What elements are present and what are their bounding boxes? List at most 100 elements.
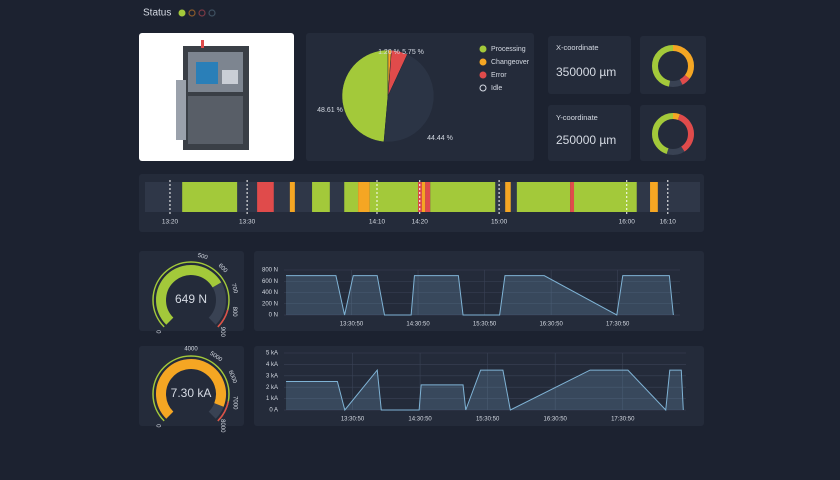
machine-side: [176, 80, 186, 140]
timeline-segment: [257, 182, 274, 212]
x-tick-label: 15:30:50: [473, 322, 497, 328]
y-tick-label: 800 N: [262, 268, 278, 274]
pie-slice: [383, 53, 435, 143]
machine-lower: [188, 96, 243, 144]
gauge-value-arc: [156, 265, 222, 325]
timeline-segment: [574, 182, 637, 212]
x-tick-label: 17:30:50: [611, 417, 635, 423]
status-title: Status: [143, 8, 171, 19]
gauge-value-arc: [156, 359, 226, 419]
coordinate-panel: [548, 105, 631, 161]
gauge-tick-label: 4000: [184, 347, 198, 353]
x-tick-label: 16:30:50: [544, 417, 568, 423]
y-tick-label: 400 N: [262, 290, 278, 296]
area-fill: [285, 275, 674, 315]
y-tick-label: 3 kA: [266, 373, 278, 379]
timeline-segment: [369, 182, 419, 212]
gauge-value-label: 7.30 kA: [171, 386, 212, 400]
y-tick-label: 2 kA: [266, 385, 278, 391]
gauge-value-label: 649 N: [175, 292, 207, 306]
timeline-segment: [182, 182, 238, 212]
pie-label: 5.75 %: [402, 49, 424, 56]
gauge-tick-label: 7000: [232, 396, 238, 410]
line: [286, 368, 684, 412]
x-tick-label: 14:30:50: [408, 417, 432, 423]
status-dot: [188, 9, 196, 17]
status-dot: [198, 9, 206, 17]
pie-slice: [341, 49, 389, 143]
legend-label: Processing: [491, 46, 526, 53]
coordinate-label: X-coordinate: [556, 43, 599, 52]
y-tick-label: 0 N: [269, 313, 278, 319]
gauge-tick-label: 800: [231, 307, 237, 318]
timeline-segment: [505, 182, 511, 212]
timeline-tick-label: 14:10: [369, 219, 386, 226]
timeline-segment: [421, 182, 426, 212]
machine-illustration: [176, 40, 249, 150]
timeline-tick-label: 13:30: [239, 219, 256, 226]
legend-label: Idle: [491, 85, 502, 92]
timeline-tick-label: 16:00: [619, 219, 636, 226]
machine-part: [222, 70, 238, 84]
coordinate-panel: [548, 36, 631, 94]
y-tick-label: 5 kA: [266, 351, 278, 357]
y-tick-label: 600 N: [262, 279, 278, 285]
pie-label: 48.61 %: [317, 107, 343, 114]
pie-label: 44.44 %: [427, 135, 453, 142]
gauge-tick-label: 600: [217, 263, 229, 275]
status-dot: [178, 9, 186, 17]
y-donut: [652, 113, 694, 155]
line: [285, 275, 674, 316]
gauge-outer-ring-end: [217, 401, 230, 422]
timeline-segment: [570, 182, 575, 212]
donut-arc: [652, 45, 694, 87]
legend-swatch: [479, 71, 487, 79]
x-tick-label: 17:30:50: [606, 322, 630, 328]
timeline-segment: [289, 182, 295, 212]
timeline-segment: [650, 182, 658, 212]
legend-label: Changeover: [491, 59, 530, 66]
coordinate-value: 350000 µm: [556, 65, 616, 79]
timeline-segment: [425, 182, 431, 212]
donut-panel: [640, 36, 706, 94]
legend-swatch: [479, 45, 487, 53]
timeline-tick-label: 14:20: [412, 219, 429, 226]
x-tick-label: 14:30:50: [406, 322, 430, 328]
gauge-outer-ring-end: [217, 309, 229, 328]
gauge-tick-label: 700: [230, 283, 239, 295]
y-tick-label: 200 N: [262, 301, 278, 307]
x-donut: [652, 45, 694, 87]
timeline-tick-label: 16:10: [660, 219, 677, 226]
gauge-tick-label: 0: [157, 329, 163, 333]
timeline-segment: [516, 182, 571, 212]
machine-lamp: [201, 40, 204, 48]
gauge-tick-label: 900: [219, 327, 225, 338]
pie-label: 1.20 %: [378, 49, 400, 56]
legend-swatch: [479, 84, 487, 92]
legend-label: Error: [491, 72, 507, 79]
coordinate-label: Y-coordinate: [556, 113, 598, 122]
status-dots: [178, 9, 216, 17]
timeline-segment: [312, 182, 330, 212]
y-tick-label: 0 A: [269, 408, 278, 414]
timeline-tick-label: 13:20: [162, 219, 179, 226]
x-tick-label: 13:30:50: [340, 322, 364, 328]
chart-panel: [254, 346, 704, 426]
status-dot: [208, 9, 216, 17]
gauge-tick-label: 8000: [219, 419, 225, 433]
timeline-segment: [430, 182, 496, 212]
y-tick-label: 1 kA: [266, 396, 278, 402]
donut-arc: [652, 113, 694, 155]
gauge-outer-ring: [152, 355, 230, 422]
gauge-tick-label: 500: [197, 253, 209, 262]
gauge-tick-label: 0: [157, 423, 163, 427]
legend-swatch: [479, 58, 487, 66]
coordinate-value: 250000 µm: [556, 133, 616, 147]
area-fill: [286, 370, 684, 410]
timeline-segment: [358, 182, 370, 212]
x-tick-label: 13:30:50: [341, 417, 365, 423]
gauge-outer-ring: [152, 261, 230, 328]
donut-arc: [652, 113, 694, 155]
timeline-tick-label: 15:00: [491, 219, 508, 226]
